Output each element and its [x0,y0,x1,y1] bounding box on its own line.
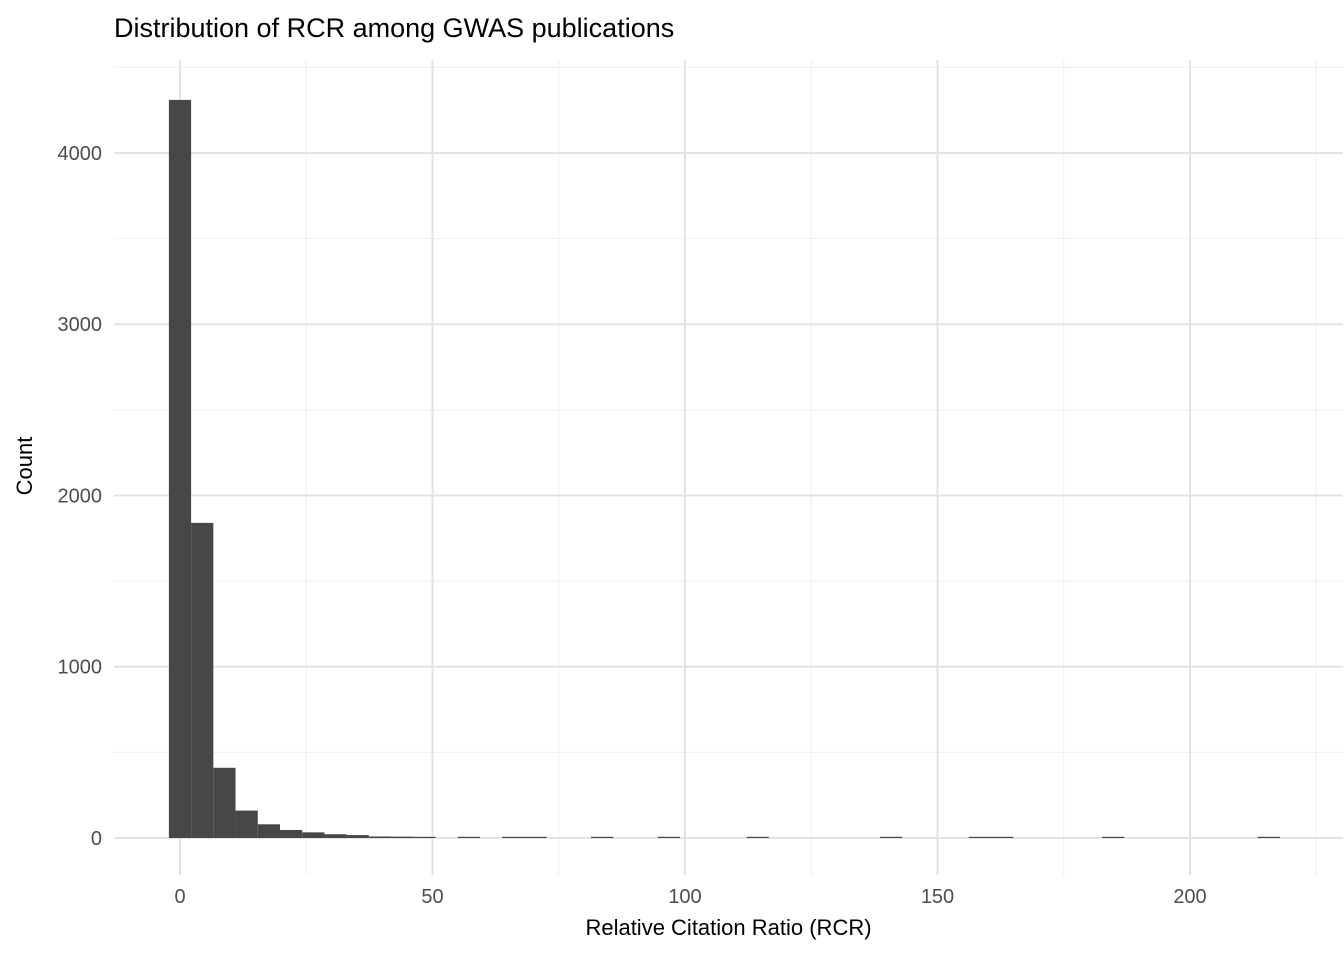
histogram-bar [1102,836,1125,838]
y-tick-label: 1000 [58,657,103,679]
x-tick-label: 50 [421,886,443,908]
histogram-bar [235,810,258,838]
histogram-bar [968,836,992,838]
histogram-bar [502,836,525,838]
histogram-bar [657,836,680,838]
histogram-bar [746,836,769,838]
y-axis-title-text: Count [12,436,37,496]
histogram-bar [413,836,436,838]
histogram-bar [191,522,214,838]
x-tick-label: 100 [668,886,701,908]
histogram-bar [213,767,236,838]
y-tick-label: 3000 [58,314,103,336]
histogram-bar [168,99,192,838]
histogram-bar [457,836,480,838]
histogram-bar [524,836,547,838]
histogram-bar [368,836,392,838]
x-tick-label: 200 [1173,886,1206,908]
y-tick-label: 2000 [58,485,103,507]
histogram-bar [346,835,369,838]
histogram-bar [257,824,280,838]
x-axis-title: Relative Citation Ratio (RCR) [585,915,872,940]
histogram-bar [879,836,903,838]
plot-title: Distribution of RCR among GWAS publicati… [114,13,675,43]
histogram-bar [591,836,614,838]
histogram-bar [1257,836,1280,838]
x-tick-label: 150 [921,886,954,908]
histogram-bar [302,832,325,838]
histogram-bar [991,836,1014,838]
histogram-bar [324,834,347,838]
histogram-bar [391,836,414,838]
x-tick-label: 0 [174,886,185,908]
histogram-bar [279,829,303,838]
y-tick-label: 0 [91,828,102,850]
y-tick-label: 4000 [58,143,103,165]
